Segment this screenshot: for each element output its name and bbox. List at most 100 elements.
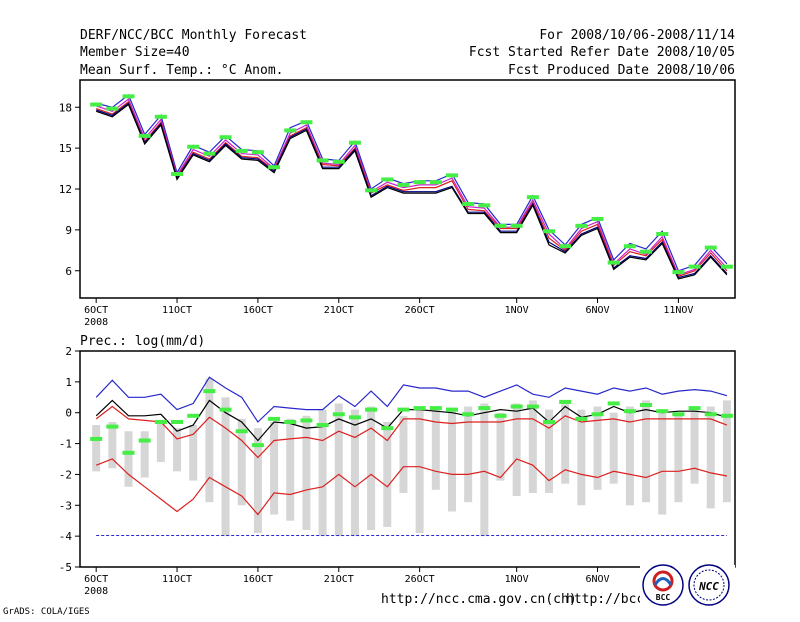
precip-spread-bar: [593, 406, 602, 490]
temp-ensemble-mean-marker: [704, 245, 717, 250]
precip-series-low-line: [95, 458, 728, 516]
temp-plot-frame: [79, 79, 736, 299]
precip-spread-bar: [302, 415, 311, 530]
precip-ensemble-mean-marker: [720, 413, 733, 418]
precip-ensemble-mean-marker: [284, 419, 297, 424]
precip-ensemble-mean-marker: [429, 406, 442, 411]
bcc-logo-text: BCC: [656, 593, 671, 602]
precip-ensemble-mean-marker: [445, 407, 458, 412]
temp-ensemble-mean-marker: [478, 203, 491, 208]
precip-ensemble-mean-marker: [607, 401, 620, 406]
temp-ensemble-mean-marker: [122, 94, 135, 99]
temp-x-tick-label: 6NOV: [585, 305, 609, 316]
precip-ensemble-mean-marker: [300, 418, 313, 423]
precip-ensemble-mean-marker: [122, 450, 135, 455]
precip-y-tick-label: 2: [65, 345, 72, 358]
precip-spread-bar: [415, 406, 424, 534]
precip-panel-title: Prec.: log(mm/d): [80, 334, 205, 349]
precip-spread-bar: [545, 409, 554, 493]
temp-ensemble-mean-marker: [106, 106, 119, 111]
temp-ensemble-mean-marker: [397, 182, 410, 187]
temp-ensemble-mean-marker: [445, 173, 458, 178]
temp-y-tick-label: 6: [65, 265, 72, 278]
temp-ensemble-mean-marker: [575, 223, 588, 228]
precip-spread-bar: [383, 421, 392, 527]
temp-ensemble-mean-marker: [462, 201, 475, 206]
precip-y-tick-label: -3: [59, 499, 72, 512]
precip-spread-bar: [609, 412, 618, 484]
temp-y-tick-label: 18: [59, 101, 72, 114]
precip-ensemble-mean-marker: [510, 404, 523, 409]
precip-spread-bar: [92, 425, 101, 472]
precip-spread-bar: [108, 421, 117, 469]
precip-spread-bar: [318, 409, 327, 537]
precip-x-tick-label: 6NOV: [585, 574, 609, 585]
temp-ensemble-mean-marker: [623, 244, 636, 249]
precip-ensemble-mean-marker: [203, 389, 216, 394]
temp-x-tick-label: 1NOV: [505, 305, 529, 316]
temp-series-upper-line: [96, 98, 728, 276]
temp-ensemble-mean-marker: [720, 264, 733, 269]
precip-spread-bar: [270, 421, 279, 515]
precip-y-tick-label: 1: [65, 376, 72, 389]
temp-x-tick-label: 16OCT: [243, 305, 273, 316]
temp-x-year-label: 2008: [84, 317, 108, 328]
precip-spread-bar: [253, 428, 262, 534]
precip-series-q_low-line: [95, 405, 728, 459]
precip-ensemble-mean-marker: [90, 436, 103, 441]
precip-ensemble-mean-marker: [381, 426, 394, 431]
precip-ensemble-mean-marker: [171, 419, 184, 424]
temp-series-median-line: [96, 100, 728, 277]
precip-ensemble-mean-marker: [316, 423, 329, 428]
precip-spread-bar: [156, 421, 165, 463]
precip-x-year-label: 2008: [84, 586, 108, 597]
precip-ensemble-mean-marker: [397, 407, 410, 412]
precip-ensemble-mean-marker: [656, 409, 669, 414]
header-title-right-3: Fcst Produced Date 2008/10/06: [508, 63, 735, 78]
precip-ensemble-mean-marker: [575, 416, 588, 421]
precip-y-tick-label: -2: [59, 468, 72, 481]
precip-spread-bar: [334, 403, 343, 537]
precip-spread-bar: [464, 406, 473, 503]
temp-ensemble-mean-marker: [381, 177, 394, 182]
precip-ensemble-mean-marker: [591, 412, 604, 417]
header-title-left-3: Mean Surf. Temp.: °C Anom.: [80, 63, 284, 78]
precip-spread-bar: [512, 403, 521, 497]
precip-spread-bar: [124, 431, 133, 487]
precip-ensemble-mean-marker: [219, 407, 232, 412]
temp-ensemble-mean-marker: [656, 231, 669, 236]
ncc-logo: NCC: [688, 564, 730, 606]
precip-y-tick-label: -1: [59, 438, 72, 451]
header-title-left-1: DERF/NCC/BCC Monthly Forecast: [80, 28, 307, 43]
precip-ensemble-mean-marker: [623, 409, 636, 414]
temp-series-min-line: [96, 103, 728, 280]
temp-ensemble-mean-marker: [494, 223, 507, 228]
precip-spread-bar: [642, 400, 651, 503]
temp-x-tick-label: 6OCT: [84, 305, 108, 316]
temp-x-tick-label: 11NOV: [663, 305, 693, 316]
temp-ensemble-mean-marker: [510, 223, 523, 228]
precip-spread-bar: [189, 425, 198, 481]
footer-url-ncc: http://ncc.cma.gov.cn(ch): [381, 592, 577, 607]
temp-ensemble-mean-marker: [640, 249, 653, 254]
precip-x-tick-label: 11OCT: [162, 574, 192, 585]
precip-spread-bar: [496, 412, 505, 481]
temp-ensemble-mean-marker: [284, 128, 297, 133]
header-title-right-1: For 2008/10/06-2008/11/14: [539, 28, 735, 43]
precip-spread-bar: [140, 431, 149, 478]
precip-spread-bar: [561, 400, 570, 484]
precip-spread-bar: [350, 409, 359, 537]
temp-ensemble-mean-marker: [688, 264, 701, 269]
precip-x-tick-label: 16OCT: [243, 574, 273, 585]
temp-ensemble-mean-marker: [138, 133, 151, 138]
grads-credit: GrADS: COLA/IGES: [3, 607, 90, 617]
temp-ensemble-mean-marker: [543, 229, 556, 234]
precip-ensemble-mean-marker: [478, 406, 491, 411]
temp-ensemble-mean-marker: [413, 180, 426, 185]
temp-ensemble-mean-marker: [251, 150, 264, 155]
temp-series-lower-line: [96, 102, 728, 279]
precip-series-upper-line: [95, 376, 728, 423]
temp-ensemble-mean-marker: [203, 151, 216, 156]
